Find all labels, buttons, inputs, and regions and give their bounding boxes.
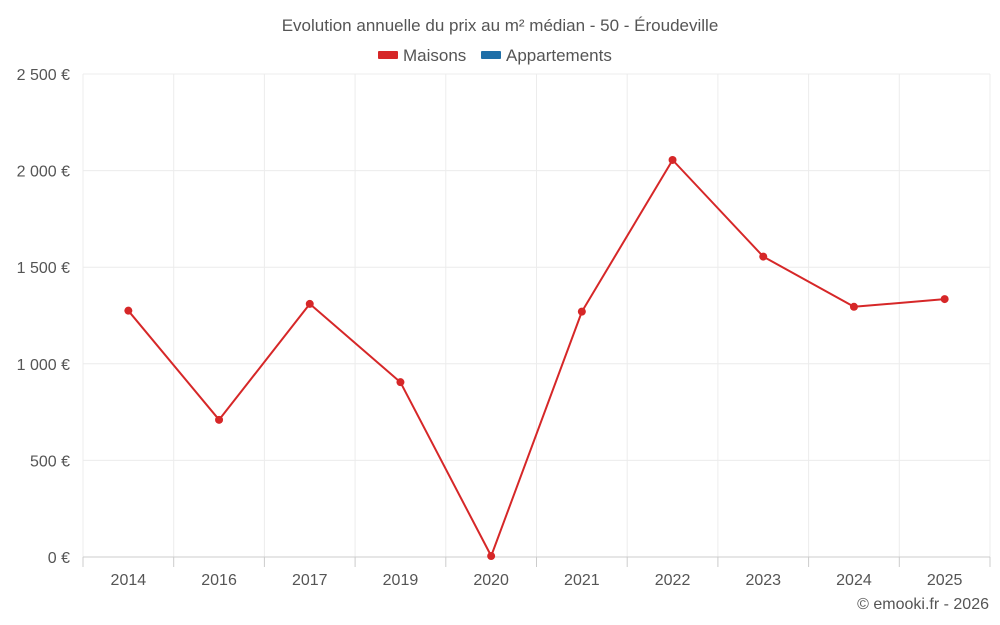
- x-tick-label: 2023: [745, 572, 781, 589]
- data-point-maisons[interactable]: [940, 295, 949, 304]
- data-point-maisons[interactable]: [396, 378, 405, 387]
- legend-swatch-appartements: [481, 51, 501, 59]
- data-point-maisons[interactable]: [577, 307, 586, 316]
- grid: [82, 73, 991, 558]
- x-tick-label: 2021: [564, 572, 600, 589]
- data-point-maisons[interactable]: [487, 552, 496, 561]
- x-tick-label: 2016: [201, 572, 237, 589]
- series-line-maisons: [127, 159, 945, 557]
- y-axis: 0 € 500 € 1 000 € 1 500 € 2 000 € 2 500 €: [17, 67, 70, 567]
- x-tick-label: 2014: [111, 572, 147, 589]
- x-tick-label: 2020: [473, 572, 509, 589]
- data-point-maisons[interactable]: [124, 306, 133, 315]
- x-tick-label: 2025: [927, 572, 963, 589]
- data-point-maisons[interactable]: [305, 299, 314, 308]
- series-maisons: [124, 155, 949, 561]
- x-tick-label: 2022: [655, 572, 691, 589]
- y-tick-label: 1 000 €: [17, 357, 70, 374]
- y-tick-label: 2 000 €: [17, 164, 70, 181]
- legend-label-maisons: Maisons: [403, 46, 466, 65]
- x-tick-label: 2017: [292, 572, 328, 589]
- data-point-maisons[interactable]: [668, 155, 677, 164]
- y-tick-label: 500 €: [30, 453, 70, 470]
- chart-title: Evolution annuelle du prix au m² médian …: [282, 16, 719, 35]
- legend-item-appartements[interactable]: Appartements: [481, 46, 612, 65]
- data-point-maisons[interactable]: [849, 302, 858, 311]
- y-tick-label: 1 500 €: [17, 260, 70, 277]
- legend-label-appartements: Appartements: [506, 46, 612, 65]
- x-tick-label: 2019: [383, 572, 419, 589]
- data-point-maisons[interactable]: [215, 415, 224, 424]
- y-tick-label: 2 500 €: [17, 67, 70, 84]
- x-tick-label: 2024: [836, 572, 872, 589]
- legend-swatch-maisons: [378, 51, 398, 59]
- legend-item-maisons[interactable]: Maisons: [378, 46, 466, 65]
- x-axis: 2014 2016 2017 2019 2020 2021 2022 2023 2024 2025: [82, 556, 991, 589]
- y-tick-label: 0 €: [48, 550, 70, 567]
- chart-legend: Maisons Appartements: [378, 46, 612, 65]
- credit-text: © emooki.fr - 2026: [857, 596, 989, 613]
- data-point-maisons[interactable]: [759, 252, 768, 261]
